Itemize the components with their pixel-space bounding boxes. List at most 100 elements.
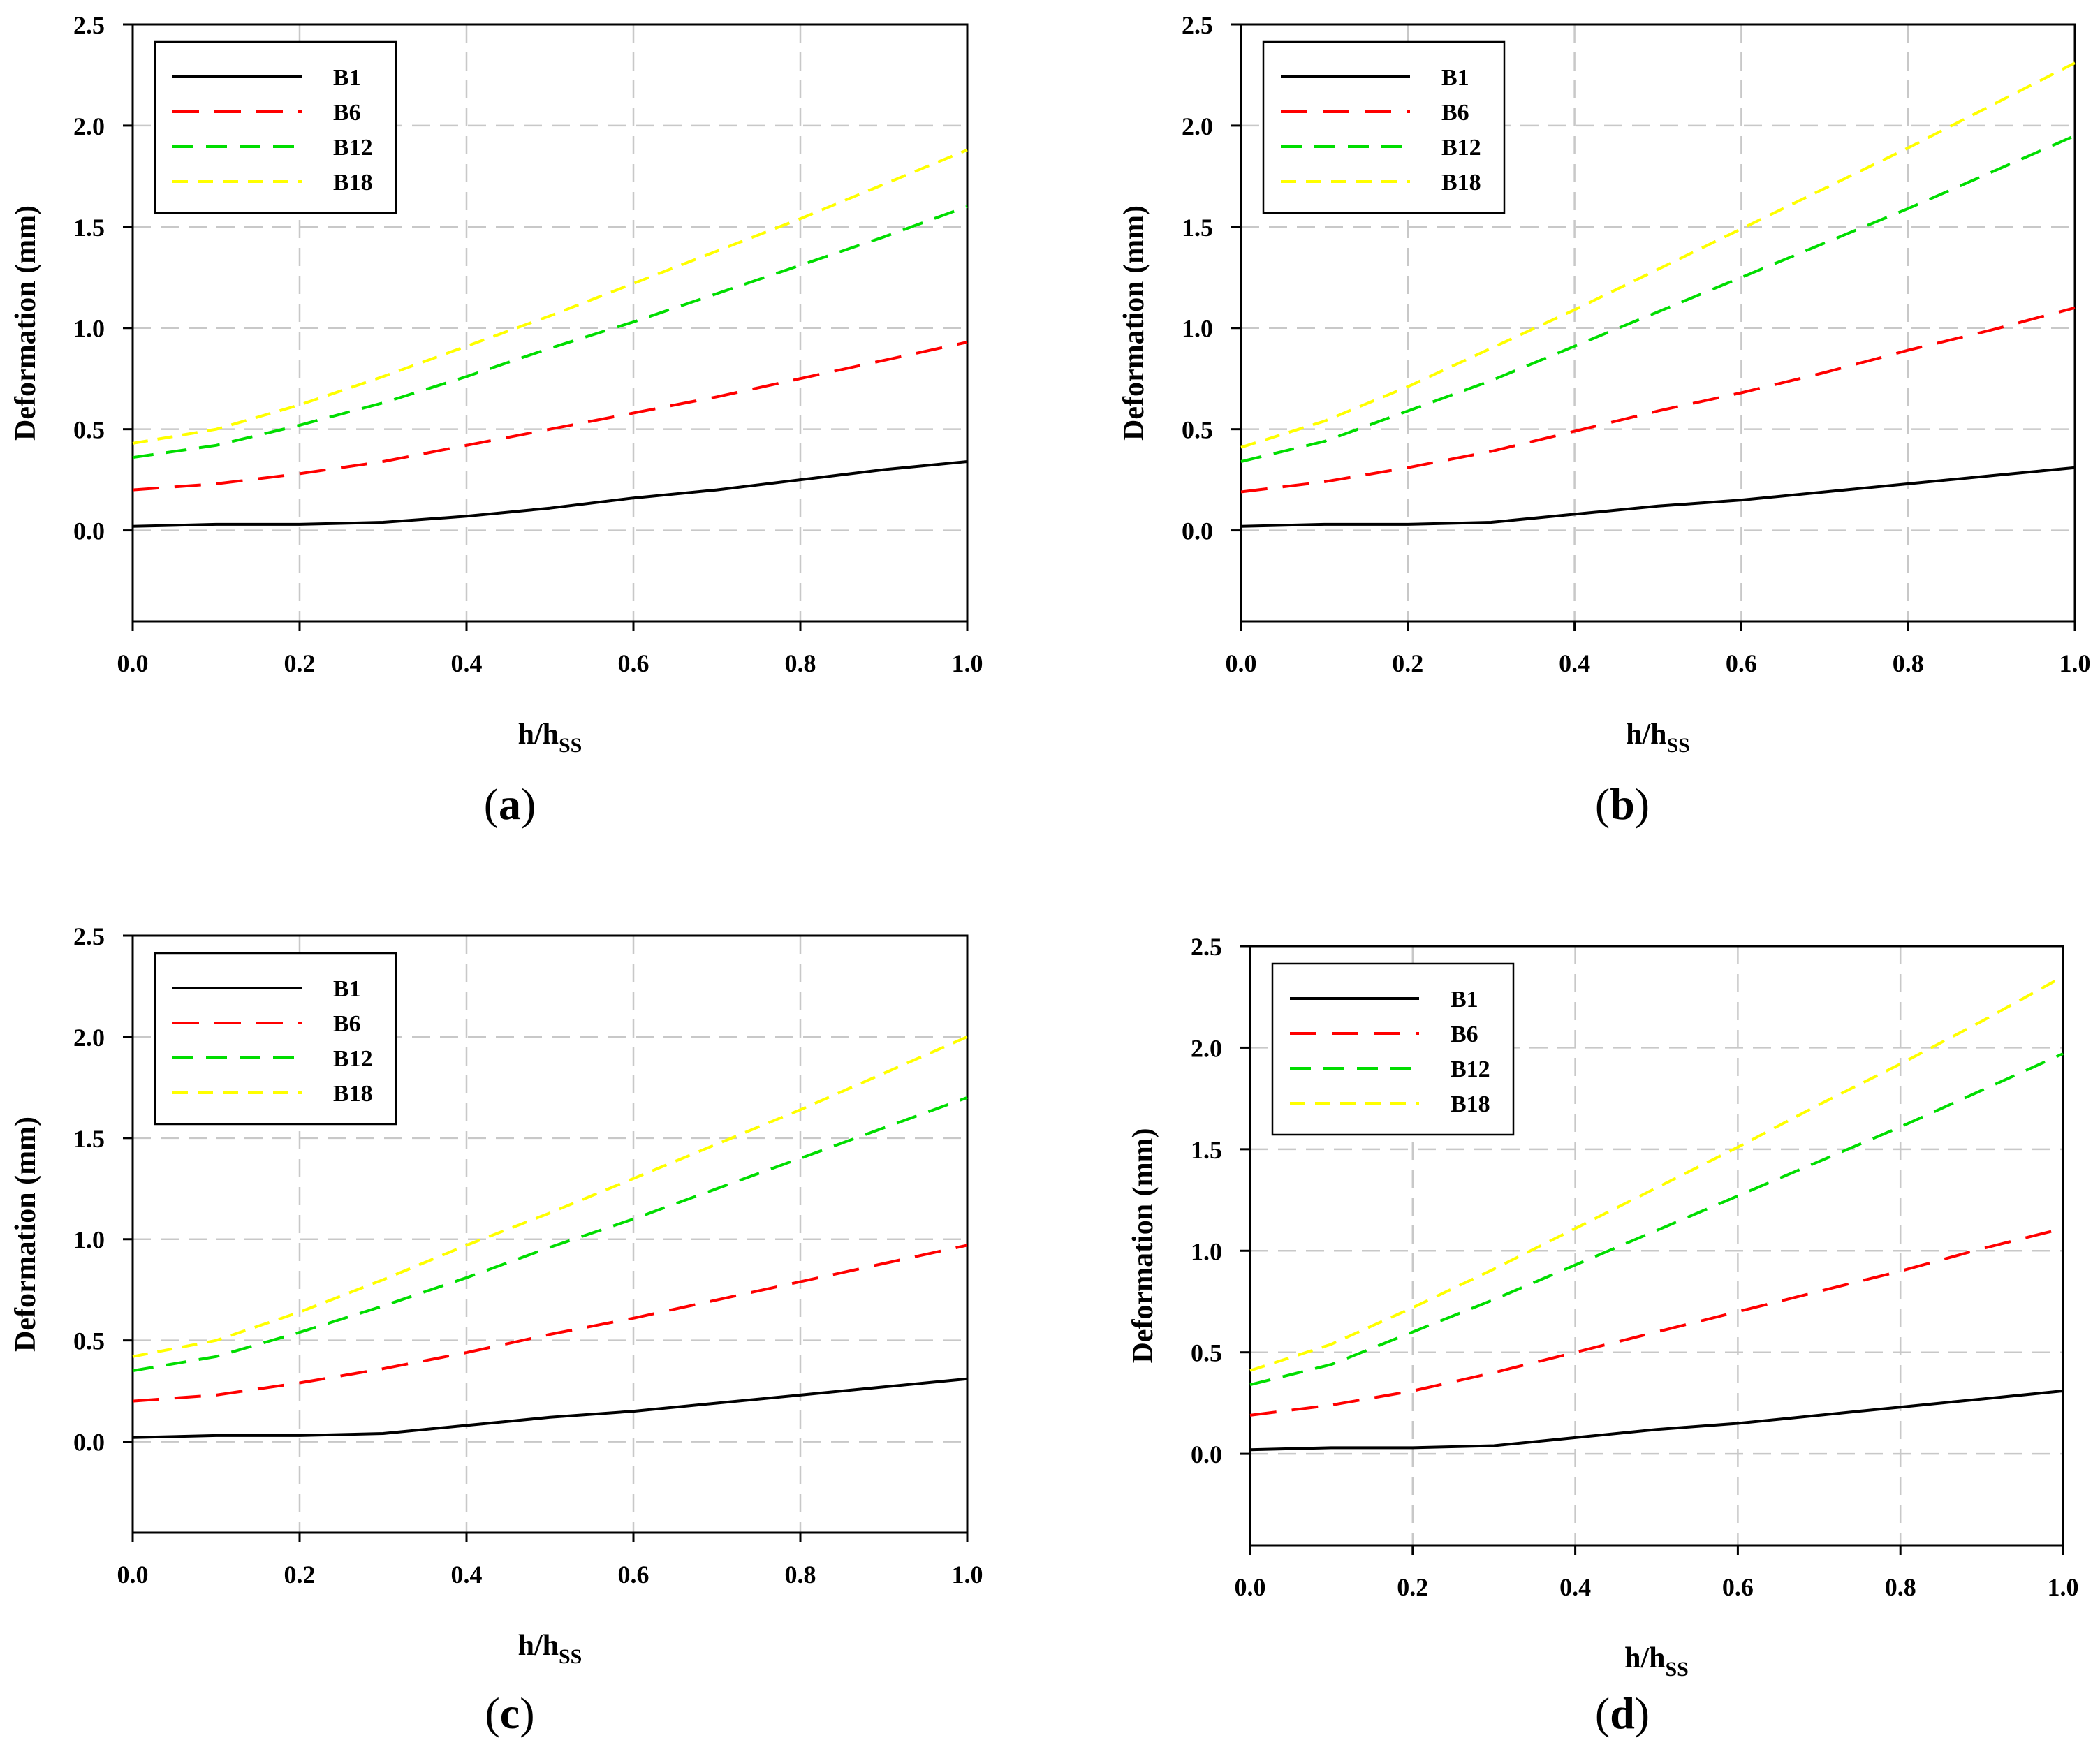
y-tick-label: 2.0 <box>1191 1034 1222 1062</box>
plot-frame <box>1249 945 2064 1547</box>
legend-box <box>154 952 397 1126</box>
legend-label-b12: B12 <box>1451 1056 1490 1082</box>
y-tick-label: 0.5 <box>1191 1339 1222 1367</box>
chart-panel-a: 0.0 0.2 0.4 0.6 0.8 1.0 0.0 0.5 1.0 1.5 2.0 2.5 h/hS… <box>0 0 1048 880</box>
legend-label-b6: B6 <box>1441 100 1469 126</box>
y-tick-label: 0.0 <box>1191 1441 1222 1468</box>
series-line-b12 <box>1240 134 2076 463</box>
legend-label-b12: B12 <box>1441 135 1481 161</box>
y-axis-title: Deformation (mm) <box>1118 205 1150 441</box>
legend-label-b1: B1 <box>333 65 361 91</box>
y-tick-label: 0.0 <box>73 517 105 545</box>
x-tick-label: 0.2 <box>284 649 316 677</box>
y-tick-label: 0.0 <box>1182 517 1213 545</box>
series-line-b6 <box>1240 306 2076 494</box>
x-tick-label: 0.4 <box>451 649 483 677</box>
y-tick-label: 1.5 <box>1191 1136 1222 1164</box>
x-tick-label: 0.8 <box>785 649 816 677</box>
plot-frame <box>131 934 969 1534</box>
x-tick-label: 0.8 <box>1893 649 1924 677</box>
chart-a-svg: 0.0 0.2 0.4 0.6 0.8 1.0 0.0 0.5 1.0 1.5 2.0 2.5 h/hS… <box>10 11 983 757</box>
x-tick-label: 0.2 <box>284 1561 316 1589</box>
legend-label-b18: B18 <box>333 170 373 196</box>
x-tick-label: 0.6 <box>618 1561 649 1589</box>
y-tick-label: 1.0 <box>1191 1237 1222 1265</box>
y-tick-label: 0.0 <box>73 1429 105 1457</box>
caption-b: (b) <box>1594 779 1650 829</box>
series-line-b6 <box>132 341 968 492</box>
x-tick-label: 0.0 <box>117 1561 149 1589</box>
x-tick-label: 0.4 <box>1559 1573 1591 1601</box>
y-tick-label: 1.5 <box>1182 214 1213 242</box>
y-tick-label: 2.0 <box>73 112 105 140</box>
x-tick-label: 0.0 <box>1235 1573 1266 1601</box>
legend-label-b18: B18 <box>333 1081 373 1107</box>
legend-label-b1: B1 <box>1451 987 1478 1012</box>
chart-d-svg: 0.0 0.2 0.4 0.6 0.8 1.0 0.0 0.5 1.0 1.5 2.0 2.5 h/hS… <box>1127 933 2079 1681</box>
plot-frame <box>131 23 969 623</box>
x-axis-title: h/hSS <box>518 1630 582 1668</box>
legend-label-b1: B1 <box>333 976 361 1002</box>
chart-c-svg: 0.0 0.2 0.4 0.6 0.8 1.0 0.0 0.5 1.0 1.5 2.0 2.5 h/hS… <box>10 922 983 1668</box>
x-tick-label: 0.6 <box>618 649 649 677</box>
x-tick-label: 1.0 <box>952 649 983 677</box>
x-tick-label: 1.0 <box>952 1561 983 1589</box>
y-tick-label: 0.5 <box>73 1327 105 1355</box>
y-tick-label: 1.0 <box>73 315 105 343</box>
legend-box <box>1262 40 1506 214</box>
y-tick-label: 1.0 <box>73 1226 105 1254</box>
y-tick-label: 2.5 <box>73 922 105 950</box>
series-line-b1 <box>1240 466 2076 528</box>
series-line-b1 <box>132 460 968 528</box>
x-tick-label: 0.2 <box>1392 649 1423 677</box>
legend-label-b12: B12 <box>333 1046 373 1072</box>
x-axis-title: h/hSS <box>1626 719 1690 757</box>
legend-box <box>154 40 397 214</box>
x-tick-label: 0.8 <box>1885 1573 1916 1601</box>
x-tick-label: 0.6 <box>1726 649 1757 677</box>
series-line-b12 <box>1249 1052 2064 1387</box>
y-tick-label: 2.5 <box>73 11 105 39</box>
x-tick-label: 1.0 <box>2059 649 2091 677</box>
y-tick-label: 1.5 <box>73 214 105 242</box>
series-line-b12 <box>132 205 968 459</box>
chart-panel-c: 0.0 0.2 0.4 0.6 0.8 1.0 0.0 0.5 1.0 1.5 2.0 2.5 h/hS… <box>0 911 1048 1761</box>
series-line-b1 <box>132 1377 968 1439</box>
legend-label-b18: B18 <box>1451 1091 1490 1117</box>
series-line-b6 <box>132 1244 968 1403</box>
series-line-b18 <box>132 148 968 445</box>
x-axis-title: h/hSS <box>518 719 582 757</box>
series-line-b18 <box>132 1036 968 1358</box>
y-tick-label: 0.5 <box>73 416 105 444</box>
y-tick-label: 2.5 <box>1182 11 1213 39</box>
chart-panel-d: 0.0 0.2 0.4 0.6 0.8 1.0 0.0 0.5 1.0 1.5 2.0 2.5 h/hS… <box>1117 911 2100 1761</box>
legend-label-b6: B6 <box>333 1011 361 1037</box>
y-axis-title: Deformation (mm) <box>1127 1128 1159 1363</box>
legend-label-b12: B12 <box>333 135 373 161</box>
x-tick-label: 0.0 <box>1226 649 1257 677</box>
caption-d: (d) <box>1594 1688 1650 1738</box>
x-tick-label: 0.8 <box>785 1561 816 1589</box>
legend-label-b1: B1 <box>1441 65 1469 91</box>
legend-label-b6: B6 <box>333 100 361 126</box>
y-axis-title: Deformation (mm) <box>10 205 42 441</box>
y-tick-label: 2.0 <box>1182 112 1213 140</box>
x-tick-label: 0.0 <box>117 649 149 677</box>
series-line-b1 <box>1249 1390 2064 1452</box>
caption-c: (c) <box>485 1688 535 1738</box>
x-tick-label: 0.2 <box>1397 1573 1428 1601</box>
x-tick-label: 1.0 <box>2048 1573 2079 1601</box>
legend-label-b6: B6 <box>1451 1022 1478 1047</box>
chart-panel-b: 0.0 0.2 0.4 0.6 0.8 1.0 0.0 0.5 1.0 1.5 2.0 2.5 h/hS… <box>1107 0 2100 880</box>
caption-a: (a) <box>483 779 536 829</box>
y-tick-label: 0.5 <box>1182 416 1213 444</box>
legend-box <box>1271 962 1515 1136</box>
series-line-b6 <box>1249 1227 2064 1417</box>
y-axis-title: Deformation (mm) <box>10 1117 42 1352</box>
plot-frame <box>1240 23 2076 623</box>
series-line-b12 <box>132 1096 968 1373</box>
x-tick-label: 0.4 <box>1559 649 1590 677</box>
y-tick-label: 2.0 <box>73 1024 105 1052</box>
y-tick-label: 1.5 <box>73 1125 105 1153</box>
legend-label-b18: B18 <box>1441 170 1481 196</box>
